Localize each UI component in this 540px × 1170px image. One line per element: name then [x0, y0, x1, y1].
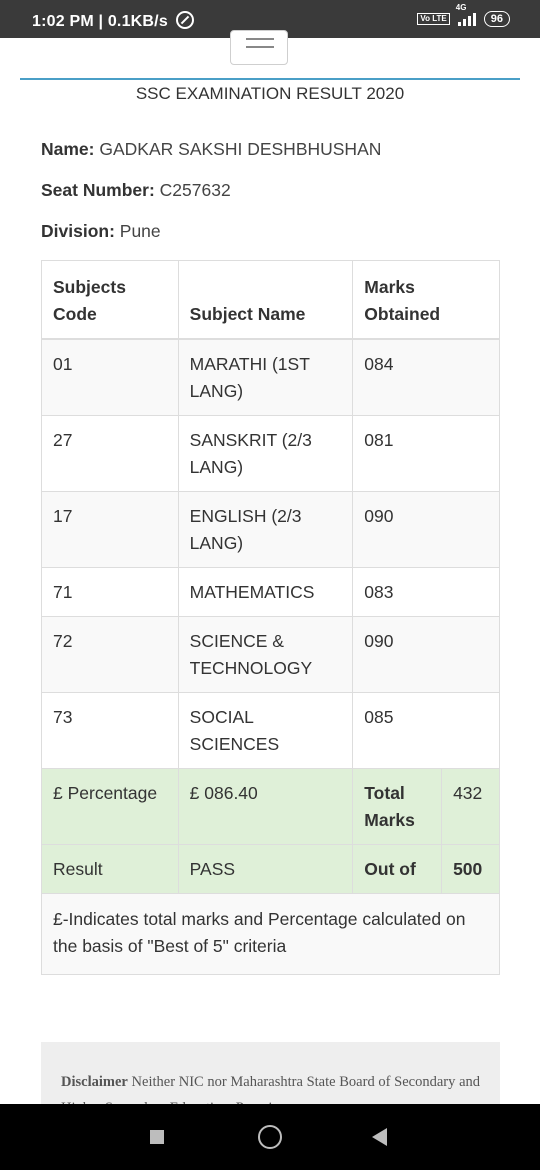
seat-label: Seat Number: [41, 180, 155, 200]
percentage-value: £ 086.40 [177, 768, 354, 845]
total-marks-value: 432 [441, 768, 500, 845]
criteria-note: £-Indicates total marks and Percentage c… [41, 893, 500, 975]
result-label: Result [41, 844, 179, 894]
status-time-text: 1:02 PM | 0.1KB/s [32, 13, 168, 30]
result-row: Result PASS Out of 500 [41, 844, 500, 894]
division-label: Division: [41, 221, 115, 241]
subject-name: SANSKRIT (2/3 LANG) [177, 415, 354, 492]
seat-number: Seat Number: C257632 [41, 180, 231, 201]
header-divider [20, 78, 520, 80]
division: Division: Pune [41, 221, 161, 242]
battery-icon: 96 [483, 11, 510, 27]
out-of-label: Out of [352, 844, 443, 894]
header-subject-code: Subjects Code [41, 260, 179, 340]
table-header-row: Subjects Code Subject Name Marks Obtaine… [41, 260, 500, 340]
signal-icon: 4G [456, 3, 476, 26]
student-name: Name: GADKAR SAKSHI DESHBHUSHAN [41, 139, 381, 160]
note-row: £-Indicates total marks and Percentage c… [41, 893, 500, 975]
subject-marks: 085 [352, 692, 500, 769]
division-value: Pune [119, 221, 161, 241]
table-row: 01 MARATHI (1ST LANG) 084 [41, 338, 500, 416]
status-icons: Vo LTE 4G 96 [417, 3, 510, 27]
table-row: 27 SANSKRIT (2/3 LANG) 081 [41, 415, 500, 492]
subject-name: ENGLISH (2/3 LANG) [177, 491, 354, 568]
back-icon[interactable] [372, 1128, 387, 1146]
subject-code: 73 [41, 692, 179, 769]
percentage-label: £ Percentage [41, 768, 179, 845]
out-of-value: 500 [441, 844, 500, 894]
subject-marks: 081 [352, 415, 500, 492]
page-title: SSC EXAMINATION RESULT 2020 [135, 84, 405, 103]
subject-marks: 090 [352, 491, 500, 568]
table-row: 71 MATHEMATICS 083 [41, 567, 500, 617]
subject-code: 01 [41, 338, 179, 416]
disclaimer-label: Disclaimer [61, 1074, 128, 1090]
subject-code: 71 [41, 567, 179, 617]
result-value: PASS [177, 844, 354, 894]
subject-name: MARATHI (1ST LANG) [177, 338, 354, 416]
menu-toggle-button[interactable] [230, 30, 288, 65]
do-not-disturb-icon [175, 11, 194, 29]
header-marks-obtained: Marks Obtained [352, 260, 500, 340]
network-type: 4G [455, 3, 467, 12]
subject-marks: 084 [352, 338, 500, 416]
disclaimer-box: Disclaimer Neither NIC nor Maharashtra S… [41, 1042, 500, 1112]
volte-icon: Vo LTE [417, 13, 450, 25]
subject-marks: 083 [352, 567, 500, 617]
subject-code: 72 [41, 616, 179, 693]
recents-icon[interactable] [150, 1130, 164, 1144]
table-row: 72 SCIENCE & TECHNOLOGY 090 [41, 616, 500, 693]
marks-table: Subjects Code Subject Name Marks Obtaine… [41, 260, 500, 975]
header-subject-name: Subject Name [177, 260, 354, 340]
status-time-speed: 1:02 PM | 0.1KB/s [32, 11, 194, 31]
subject-code: 17 [41, 491, 179, 568]
hamburger-icon [246, 46, 274, 48]
name-label: Name: [41, 139, 95, 159]
seat-value: C257632 [159, 180, 231, 200]
subject-name: SCIENCE & TECHNOLOGY [177, 616, 354, 693]
total-marks-label: Total Marks [352, 768, 443, 845]
percentage-row: £ Percentage £ 086.40 Total Marks 432 [41, 768, 500, 845]
name-value: GADKAR SAKSHI DESHBHUSHAN [99, 139, 382, 159]
subject-marks: 090 [352, 616, 500, 693]
subject-name: SOCIAL SCIENCES [177, 692, 354, 769]
table-row: 17 ENGLISH (2/3 LANG) 090 [41, 491, 500, 568]
home-icon[interactable] [258, 1125, 282, 1149]
subject-name: MATHEMATICS [177, 567, 354, 617]
table-row: 73 SOCIAL SCIENCES 085 [41, 692, 500, 769]
subject-code: 27 [41, 415, 179, 492]
